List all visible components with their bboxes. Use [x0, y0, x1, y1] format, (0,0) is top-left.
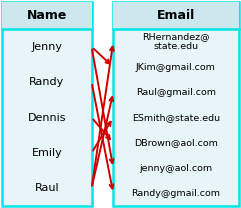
Text: jenny@aol.com: jenny@aol.com	[139, 163, 213, 172]
Text: Randy: Randy	[29, 77, 65, 87]
Bar	[2, 2, 92, 206]
Text: ESmith@state.edu: ESmith@state.edu	[132, 113, 220, 122]
Text: Emily: Emily	[32, 148, 62, 158]
Text: Jenny: Jenny	[32, 42, 62, 52]
Text: JKim@gmail.com: JKim@gmail.com	[136, 63, 216, 72]
Bar	[2, 2, 92, 29]
Bar	[113, 2, 239, 29]
Text: DBrown@aol.com: DBrown@aol.com	[134, 138, 218, 147]
Text: Randy@gmail.com: Randy@gmail.com	[131, 189, 221, 198]
Text: Email: Email	[157, 9, 195, 22]
Text: Raul: Raul	[35, 183, 59, 193]
Text: RHernandez@
state.edu: RHernandez@ state.edu	[142, 32, 210, 51]
Bar	[113, 2, 239, 206]
Text: Name: Name	[27, 9, 67, 22]
Text: Dennis: Dennis	[28, 113, 66, 123]
Text: Raul@gmail.com: Raul@gmail.com	[136, 88, 216, 97]
